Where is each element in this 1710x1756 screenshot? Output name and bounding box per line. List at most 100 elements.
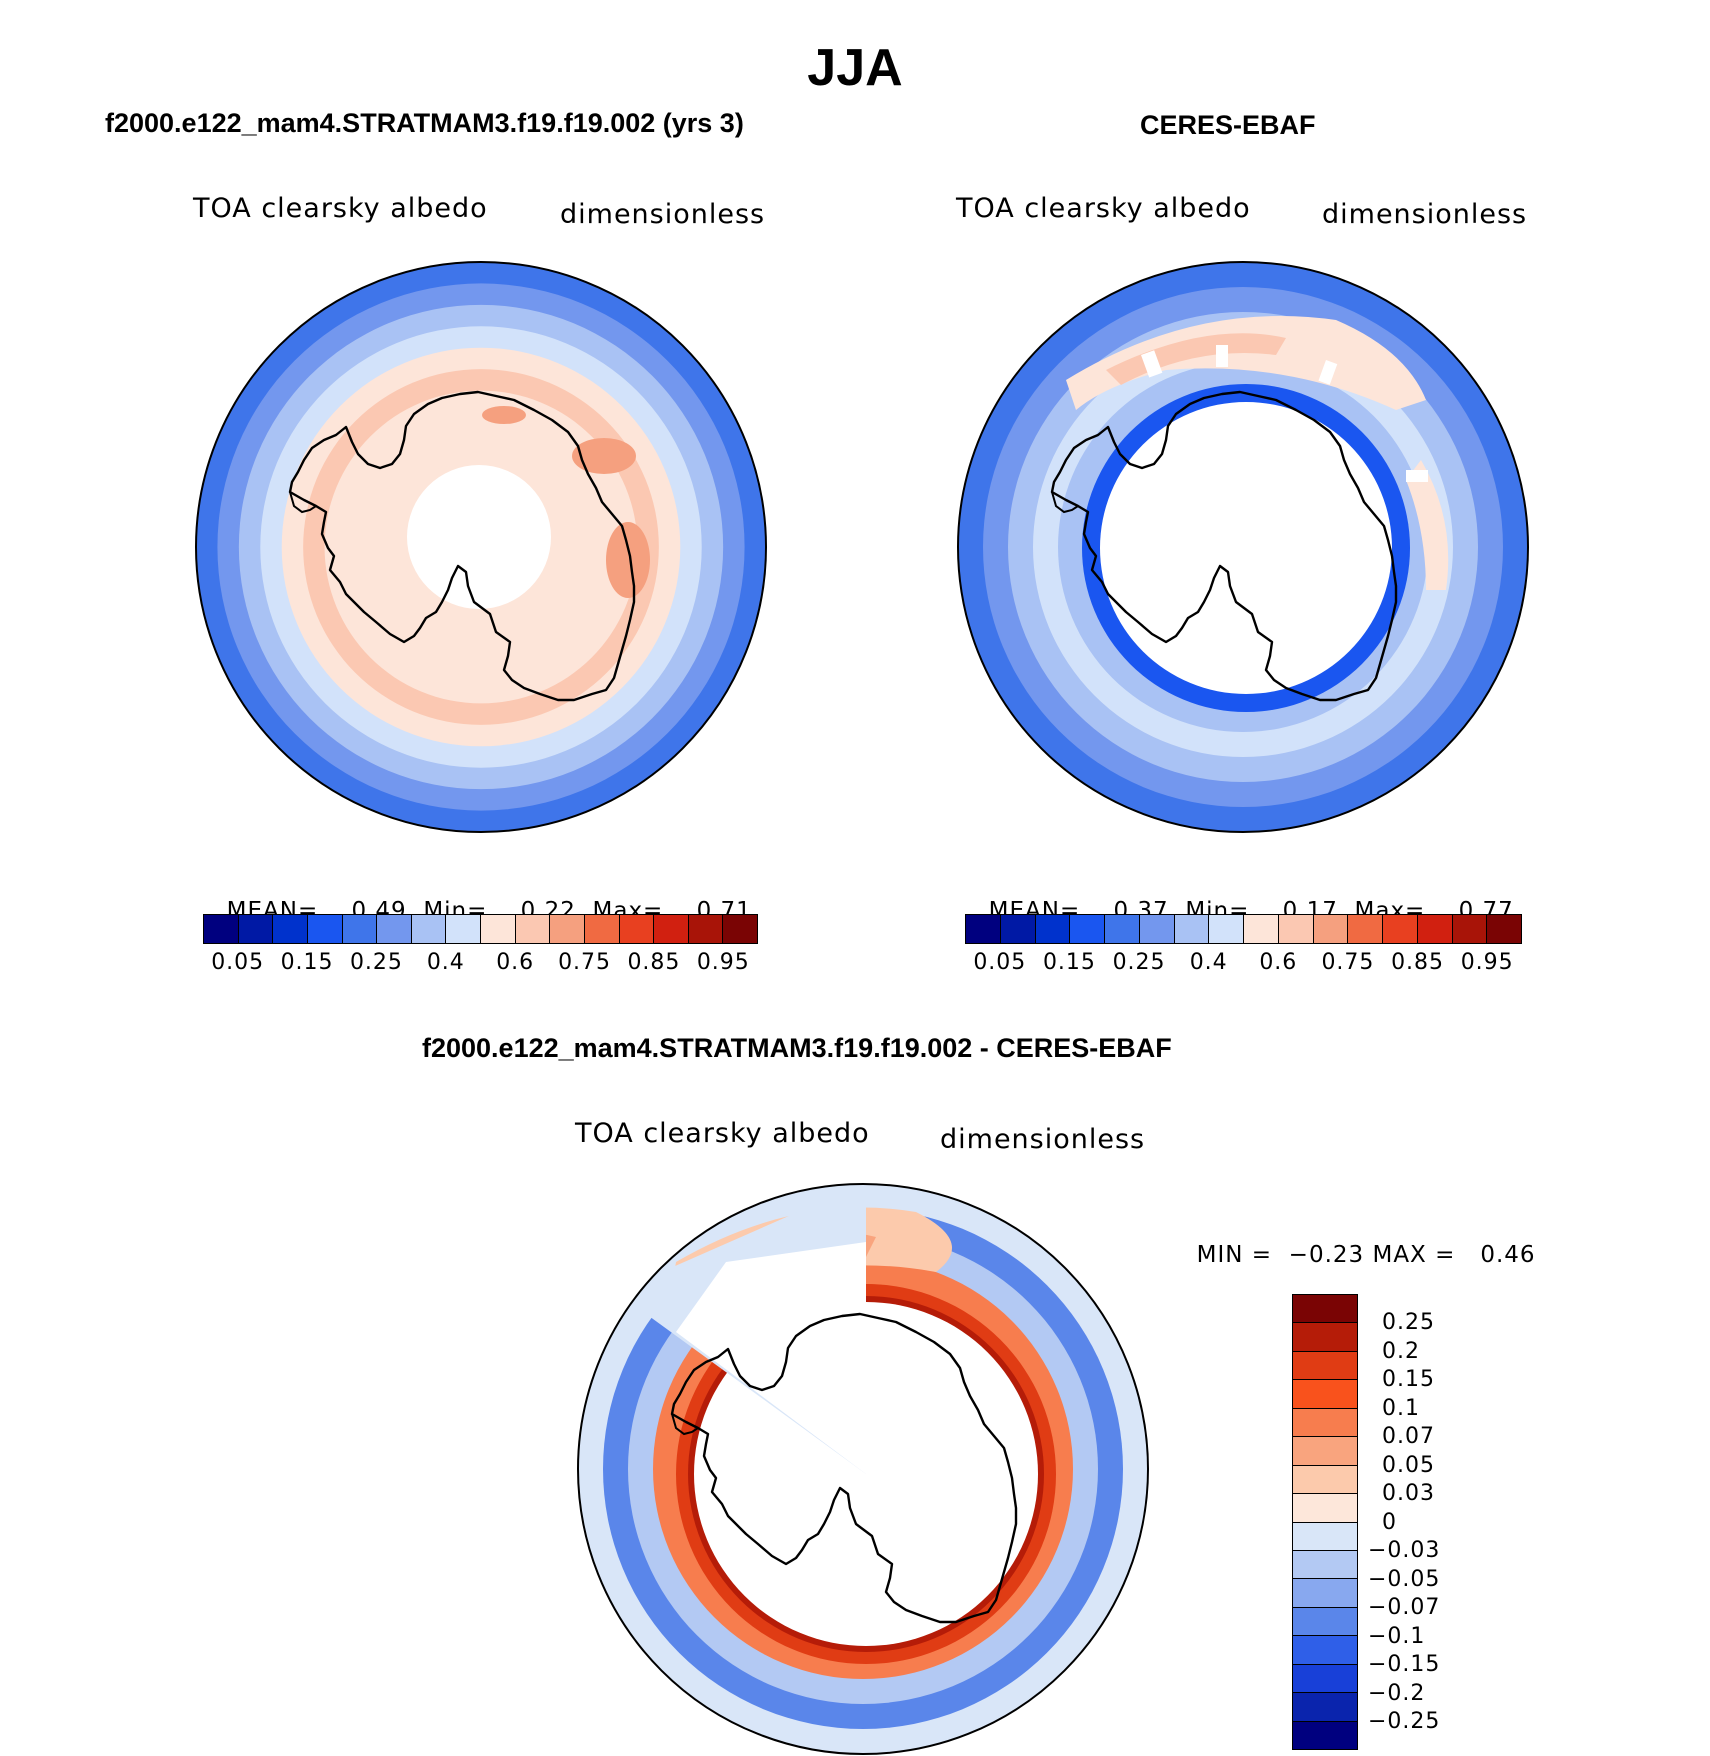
- diff-colorbar-swatch: [1293, 1607, 1357, 1637]
- obs-colorbar-swatch: [1139, 915, 1175, 943]
- diff-colorbar-swatch: [1293, 1295, 1357, 1324]
- obs-data-gap-2: [1216, 345, 1228, 367]
- model-pole-hole: [407, 465, 551, 609]
- diff-data-gap: [781, 1270, 791, 1300]
- obs-colorbar-swatch: [1452, 915, 1488, 943]
- diff-colorbar-labels: 0.25 0.2 0.15 0.1 0.07 0.05 0.03 0 −0.03 −0.05 −0.…: [1368, 1294, 1488, 1750]
- diff-max-label: MAX =: [1372, 1242, 1456, 1268]
- obs-coastline-antarctica: [1050, 390, 1398, 702]
- obs-colorbar-swatch: [1487, 915, 1521, 943]
- obs-colorbar-swatch: [966, 915, 1001, 943]
- model-colorbar-tick-label: 0.05: [211, 950, 265, 975]
- model-colorbar-swatch: [688, 915, 724, 943]
- diff-stats: MIN = −0.23 MAX = 0.46: [1180, 1216, 1536, 1268]
- model-colorbar-swatch: [204, 915, 239, 943]
- diff-colorbar-tick-label: −0.07: [1368, 1595, 1441, 1620]
- obs-data-gap-4: [1406, 470, 1428, 482]
- diff-colorbar-tick-label: 0.25: [1382, 1310, 1435, 1335]
- model-colorbar-swatch: [584, 915, 620, 943]
- obs-colorbar-tick-label: 0.15: [1042, 950, 1096, 975]
- obs-panel-title: CERES-EBAF: [1140, 110, 1316, 140]
- diff-colorbar-swatch: [1293, 1522, 1357, 1551]
- obs-colorbar-labels: 0.05 0.15 0.25 0.4 0.6 0.75 0.85 0.95: [965, 950, 1522, 980]
- model-colorbar-tick-label: 0.25: [349, 950, 403, 975]
- obs-colorbar-swatch: [1417, 915, 1453, 943]
- obs-colorbar-swatch: [1278, 915, 1314, 943]
- obs-missing-area: [1100, 402, 1392, 694]
- obs-map-border: [957, 261, 1529, 833]
- model-variable-label: TOA clearsky albedo: [193, 193, 488, 224]
- diff-colorbar-swatch: [1293, 1636, 1357, 1665]
- obs-colorbar-swatch: [1383, 915, 1418, 943]
- obs-colorbar-swatch: [1035, 915, 1071, 943]
- diff-colorbar-tick-label: −0.25: [1368, 1709, 1441, 1734]
- diff-units-label: dimensionless: [940, 1124, 1146, 1155]
- diff-colorbar-tick-label: −0.03: [1368, 1538, 1441, 1563]
- model-colorbar-swatch: [238, 915, 274, 943]
- diff-colorbar-swatch: [1293, 1323, 1357, 1352]
- diff-data-gap-5: [906, 1506, 932, 1518]
- obs-units-label: dimensionless: [1322, 199, 1528, 230]
- diff-colorbar-tick-label: 0.05: [1382, 1452, 1435, 1478]
- model-colorbar: [203, 914, 758, 944]
- model-units-label: dimensionless: [560, 199, 766, 230]
- diff-colorbar-tick-label: 0: [1382, 1509, 1397, 1535]
- obs-colorbar-tick-label: 0.75: [1321, 950, 1375, 975]
- obs-colorbar-tick-label: 0.6: [1259, 950, 1298, 975]
- model-patch-high-albedo-2: [606, 522, 650, 598]
- model-colorbar-swatch: [377, 915, 412, 943]
- model-colorbar-tick-label: 0.85: [627, 950, 681, 975]
- model-colorbar-swatch: [411, 915, 447, 943]
- model-colorbar-swatch: [654, 915, 689, 943]
- diff-min-label: MIN =: [1196, 1242, 1273, 1268]
- diff-colorbar-tick-label: −0.2: [1368, 1680, 1426, 1706]
- model-colorbar-swatch: [515, 915, 551, 943]
- obs-colorbar-tick-label: 0.95: [1460, 950, 1514, 975]
- obs-high-albedo-band-2: [1106, 333, 1286, 385]
- diff-polar-map: [577, 1183, 1149, 1755]
- diff-colorbar-swatch: [1293, 1693, 1357, 1722]
- model-colorbar-swatch: [446, 915, 481, 943]
- model-coastline-antarctica: [288, 390, 636, 702]
- obs-colorbar-swatch: [1105, 915, 1140, 943]
- model-colorbar-swatch: [481, 915, 516, 943]
- diff-variable-label: TOA clearsky albedo: [575, 1118, 870, 1149]
- model-colorbar-tick-label: 0.95: [696, 950, 750, 975]
- diff-min-value: −0.23: [1288, 1242, 1365, 1268]
- diff-colorbar-swatch: [1293, 1721, 1357, 1749]
- diff-wedge-missing: [676, 1242, 866, 1474]
- obs-data-gap-3: [1318, 360, 1338, 385]
- obs-colorbar-tick-label: 0.05: [973, 950, 1027, 975]
- obs-polar-map: [957, 261, 1529, 833]
- obs-colorbar-swatch: [1000, 915, 1036, 943]
- diff-data-gap-2: [804, 1270, 814, 1300]
- obs-high-albedo-band-3: [1406, 460, 1449, 590]
- obs-high-albedo-band: [1066, 316, 1426, 410]
- model-colorbar-swatch: [273, 915, 308, 943]
- model-map-border: [195, 261, 767, 833]
- diff-colorbar-tick-label: −0.1: [1368, 1623, 1426, 1649]
- diff-data-gap-3: [826, 1274, 844, 1306]
- obs-colorbar-swatch: [1070, 915, 1105, 943]
- diff-data-gap-4: [906, 1392, 932, 1404]
- model-panel-title: f2000.e122_mam4.STRATMAM3.f19.f19.002 (y…: [105, 108, 744, 138]
- diff-colorbar-swatch: [1293, 1664, 1357, 1694]
- diff-colorbar-swatch: [1293, 1494, 1357, 1523]
- diff-colorbar-tick-label: 0.07: [1382, 1424, 1435, 1449]
- diff-colorbar-tick-label: 0.2: [1382, 1338, 1420, 1364]
- obs-colorbar-tick-label: 0.85: [1391, 950, 1445, 975]
- diff-colorbar-swatch: [1293, 1465, 1357, 1495]
- diff-colorbar-swatch: [1293, 1579, 1357, 1608]
- obs-colorbar-swatch: [1209, 915, 1244, 943]
- obs-colorbar-swatch: [1244, 915, 1279, 943]
- model-colorbar-tick-label: 0.6: [496, 950, 535, 975]
- model-polar-map: [195, 261, 767, 833]
- model-patch-high-albedo: [572, 438, 636, 474]
- model-colorbar-swatch: [307, 915, 343, 943]
- model-colorbar-swatch: [342, 915, 378, 943]
- diff-max-value: 0.46: [1480, 1242, 1536, 1268]
- model-coastline-peninsula: [289, 491, 317, 514]
- diff-colorbar-swatch: [1293, 1380, 1357, 1409]
- diff-coastline-antarctica: [670, 1312, 1018, 1624]
- obs-colorbar: [965, 914, 1522, 944]
